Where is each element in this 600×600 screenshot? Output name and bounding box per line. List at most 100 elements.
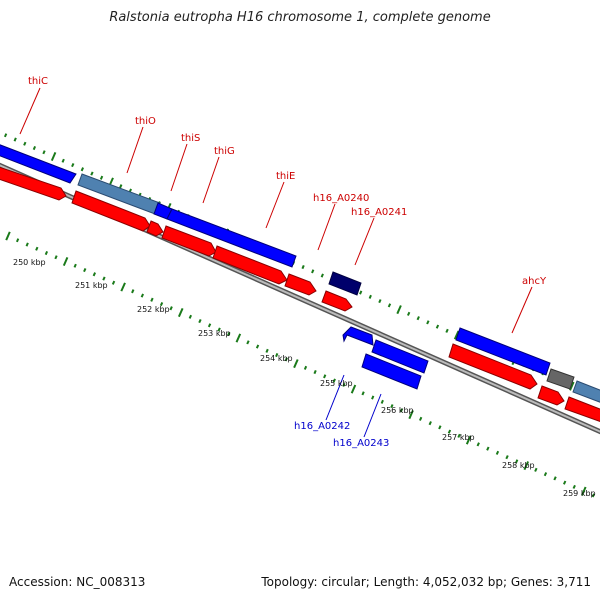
scale-labels: 250 kbp 251 kbp 252 kbp 253 kbp 254 kbp … (13, 258, 596, 498)
major-tick (581, 486, 587, 496)
gene-label[interactable]: thiS (181, 133, 200, 144)
scale-label: 259 kbp (563, 489, 596, 498)
minor-tick (320, 273, 324, 278)
major-tick (50, 151, 57, 162)
gene-label[interactable]: thiO (135, 116, 156, 127)
major-tick (523, 461, 530, 471)
minor-tick (313, 370, 317, 375)
minor-tick (131, 289, 135, 294)
minor-tick (543, 472, 548, 477)
minor-tick (61, 158, 65, 163)
gene-ahcY[interactable] (455, 327, 551, 376)
minor-tick (227, 331, 231, 336)
gene-h16-A0242[interactable] (371, 339, 429, 374)
minor-tick (438, 425, 442, 430)
minor-tick (284, 357, 288, 362)
gene-h16-A0242-arrow[interactable] (342, 326, 374, 346)
gene-red-6[interactable] (284, 273, 317, 296)
major-tick (408, 410, 414, 420)
minor-tick (25, 242, 29, 247)
minor-tick (3, 133, 8, 138)
minor-tick (207, 323, 212, 328)
minor-tick (246, 340, 250, 345)
gene-labels: thiC thiO thiS thiG thiE h16_A0240 h16_A… (28, 76, 547, 449)
gene-label[interactable]: h16_A0241 (351, 207, 407, 218)
minor-tick (445, 328, 449, 333)
gene-red-9[interactable] (564, 396, 600, 425)
gene-label[interactable]: h16_A0243 (333, 438, 389, 449)
gene-h16-A0240[interactable] (328, 271, 362, 296)
minor-tick (71, 162, 75, 168)
minor-tick (371, 395, 375, 400)
minor-tick (73, 263, 77, 268)
scale-label: 257 kbp (442, 433, 475, 442)
major-tick (453, 330, 460, 340)
major-tick (350, 384, 357, 394)
minor-tick (495, 450, 500, 455)
minor-tick (102, 276, 106, 281)
gene-grey[interactable] (546, 368, 575, 390)
label-leaders (19, 87, 533, 438)
minor-tick (476, 442, 480, 447)
major-tick (177, 307, 184, 318)
major-tick (235, 333, 242, 343)
gene-h16-A0241[interactable] (321, 290, 353, 312)
gene-red-1[interactable] (0, 164, 67, 201)
major-tick (396, 305, 402, 315)
gene-red-5[interactable] (212, 245, 288, 285)
minor-tick (159, 301, 164, 307)
gene-label[interactable]: ahcY (522, 276, 547, 287)
minor-tick (42, 150, 46, 155)
minor-tick (368, 294, 372, 299)
minor-tick (418, 416, 423, 421)
minor-tick (44, 251, 49, 256)
gene-label[interactable]: thiC (28, 76, 48, 87)
scale-label: 254 kbp (260, 354, 293, 363)
minor-tick (111, 280, 116, 285)
gene-label[interactable]: thiG (214, 146, 235, 157)
gene-label[interactable]: h16_A0242 (294, 421, 350, 432)
gene-red-4[interactable] (161, 225, 217, 257)
minor-tick (426, 320, 430, 325)
minor-tick (15, 238, 20, 243)
minor-tick (303, 365, 308, 370)
minor-tick (23, 141, 27, 146)
minor-tick (378, 299, 382, 304)
major-tick (62, 256, 69, 267)
minor-tick (92, 272, 97, 277)
minor-tick (505, 455, 509, 460)
gene-red-7[interactable] (448, 343, 538, 390)
map-title: Ralstonia eutropha H16 chromosome 1, com… (109, 10, 491, 25)
minor-tick (406, 311, 411, 316)
minor-tick (80, 167, 85, 172)
minor-tick (54, 255, 58, 260)
minor-tick (359, 290, 363, 295)
minor-tick (323, 374, 327, 379)
gene-label[interactable]: thiE (276, 171, 295, 182)
forward-genes (0, 141, 600, 406)
gene-h16-A0243[interactable] (361, 353, 422, 390)
minor-tick (399, 408, 404, 413)
major-tick (569, 381, 575, 391)
minor-tick (265, 348, 269, 353)
scale-label: 255 kbp (320, 379, 353, 388)
gene-red-8[interactable] (537, 385, 565, 406)
gene-blue-right[interactable] (572, 380, 600, 406)
gene-label[interactable]: h16_A0240 (313, 193, 369, 204)
genome-stats-label: Topology: circular; Length: 4,052,032 bp… (261, 575, 591, 589)
minor-tick (514, 459, 519, 464)
gene-red-3[interactable] (146, 220, 164, 237)
minor-tick (390, 404, 394, 409)
major-tick (465, 435, 472, 445)
gene-red-2[interactable] (71, 190, 151, 232)
minor-tick (457, 433, 461, 438)
minor-tick (380, 399, 384, 404)
minor-tick (301, 265, 305, 270)
minor-tick (387, 303, 392, 308)
minor-tick (311, 269, 315, 274)
gene-thiG[interactable] (166, 208, 297, 268)
minor-tick (534, 467, 538, 472)
gene-thiC[interactable] (0, 141, 77, 184)
minor-tick (32, 146, 37, 151)
minor-tick (275, 353, 279, 358)
